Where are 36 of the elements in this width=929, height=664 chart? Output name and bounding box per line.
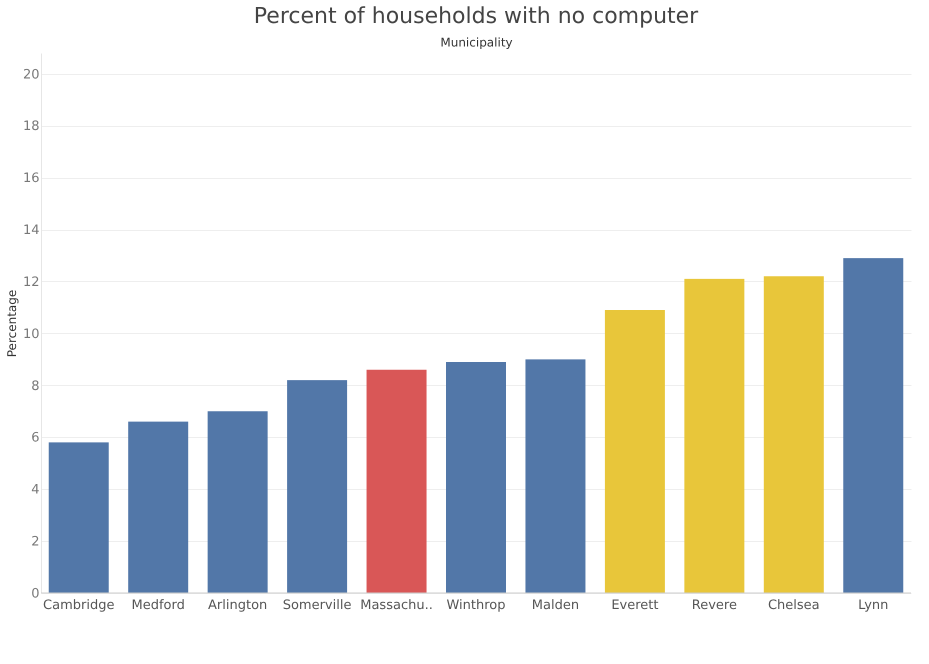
- bar: [128, 422, 188, 593]
- bar: [446, 362, 506, 593]
- bar: [287, 380, 348, 593]
- bar: [366, 370, 427, 593]
- bar: [764, 276, 824, 593]
- x-tick-label: Revere: [692, 598, 737, 613]
- x-tick-label: Winthrop: [446, 598, 506, 613]
- x-tick-label: Cambridge: [43, 598, 114, 613]
- y-tick-label: 0: [31, 586, 40, 602]
- x-tick-label: Chelsea: [768, 598, 820, 613]
- y-tick-label: 20: [22, 67, 40, 82]
- y-tick-label: 10: [22, 326, 40, 342]
- bar: [684, 278, 744, 593]
- y-tick-label: 12: [22, 274, 40, 290]
- y-tick-label: 14: [22, 223, 40, 238]
- bar: [604, 310, 665, 593]
- x-tick-label: Lynn: [858, 598, 888, 613]
- x-tick-label: Malden: [532, 598, 580, 613]
- bar: [208, 411, 268, 593]
- x-axis-title: Municipality: [440, 36, 513, 50]
- x-tick-label: Somerville: [282, 598, 352, 613]
- y-tick-label: 2: [31, 534, 40, 550]
- y-tick-label: 6: [31, 430, 40, 446]
- y-tick-label: 16: [22, 171, 40, 186]
- bar: [843, 258, 904, 593]
- y-axis-title: Percentage: [4, 290, 19, 358]
- y-tick-label: 4: [31, 482, 40, 498]
- x-tick-label: Massachu..: [360, 598, 433, 613]
- chart-title: Percent of households with no computer: [254, 4, 700, 29]
- x-tick-label: Medford: [132, 598, 185, 613]
- bar: [525, 359, 586, 593]
- x-tick-label: Everett: [611, 598, 658, 613]
- x-tick-label: Arlington: [208, 598, 268, 613]
- bar: [48, 442, 109, 593]
- y-tick-label: 8: [31, 378, 40, 394]
- y-tick-label: 18: [22, 119, 40, 134]
